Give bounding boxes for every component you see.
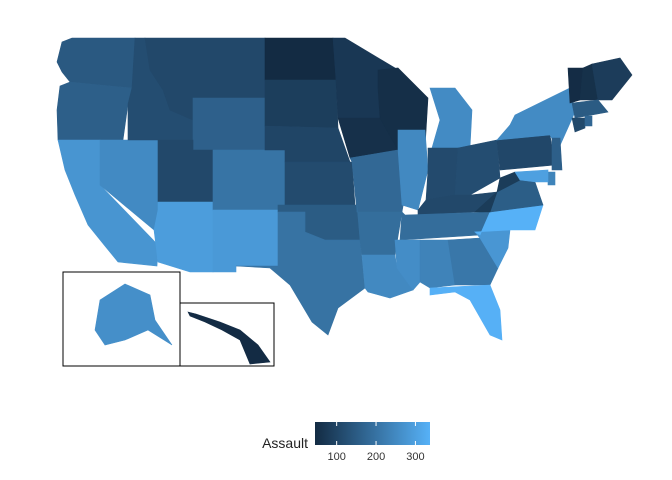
state-texas bbox=[235, 211, 366, 336]
state-new-jersey bbox=[551, 137, 563, 171]
state-kansas bbox=[284, 161, 356, 206]
state-colorado bbox=[212, 149, 286, 211]
state-pennsylvania bbox=[496, 134, 556, 171]
hawaii-inset-frame bbox=[179, 302, 275, 367]
state-missouri bbox=[349, 149, 406, 213]
state-illinois bbox=[397, 129, 429, 211]
legend-tick-label: 200 bbox=[367, 451, 385, 463]
state-connecticut bbox=[571, 117, 586, 133]
state-indiana bbox=[425, 147, 459, 201]
state-delaware bbox=[547, 171, 556, 186]
state-arizona bbox=[153, 201, 214, 273]
state-florida bbox=[429, 284, 503, 341]
state-north-dakota bbox=[264, 37, 337, 81]
state-michigan bbox=[429, 87, 473, 149]
state-rhode-island bbox=[584, 115, 593, 127]
state-louisiana bbox=[361, 254, 414, 299]
states-layer bbox=[56, 37, 633, 365]
state-massachusetts bbox=[571, 99, 609, 119]
legend-tick-label: 300 bbox=[406, 451, 424, 463]
state-tennessee bbox=[399, 211, 491, 241]
state-ohio bbox=[454, 139, 501, 196]
legend-tick-label: 100 bbox=[327, 451, 345, 463]
state-georgia bbox=[447, 237, 499, 286]
state-hawaii bbox=[187, 311, 271, 365]
state-new-mexico bbox=[212, 209, 279, 273]
state-washington bbox=[56, 37, 136, 89]
state-wyoming bbox=[192, 97, 266, 151]
legend: Assault 100 200 300 bbox=[262, 422, 430, 463]
state-south-dakota bbox=[264, 79, 339, 129]
state-alaska bbox=[94, 283, 173, 346]
legend-title: Assault bbox=[262, 435, 308, 451]
legend-ticks: 100 200 300 bbox=[327, 422, 425, 463]
state-mississippi bbox=[394, 239, 421, 291]
state-maryland bbox=[514, 169, 549, 183]
state-alabama bbox=[419, 239, 456, 289]
state-oregon bbox=[56, 81, 133, 141]
legend-colorbar bbox=[315, 422, 430, 445]
state-maine bbox=[591, 57, 633, 101]
